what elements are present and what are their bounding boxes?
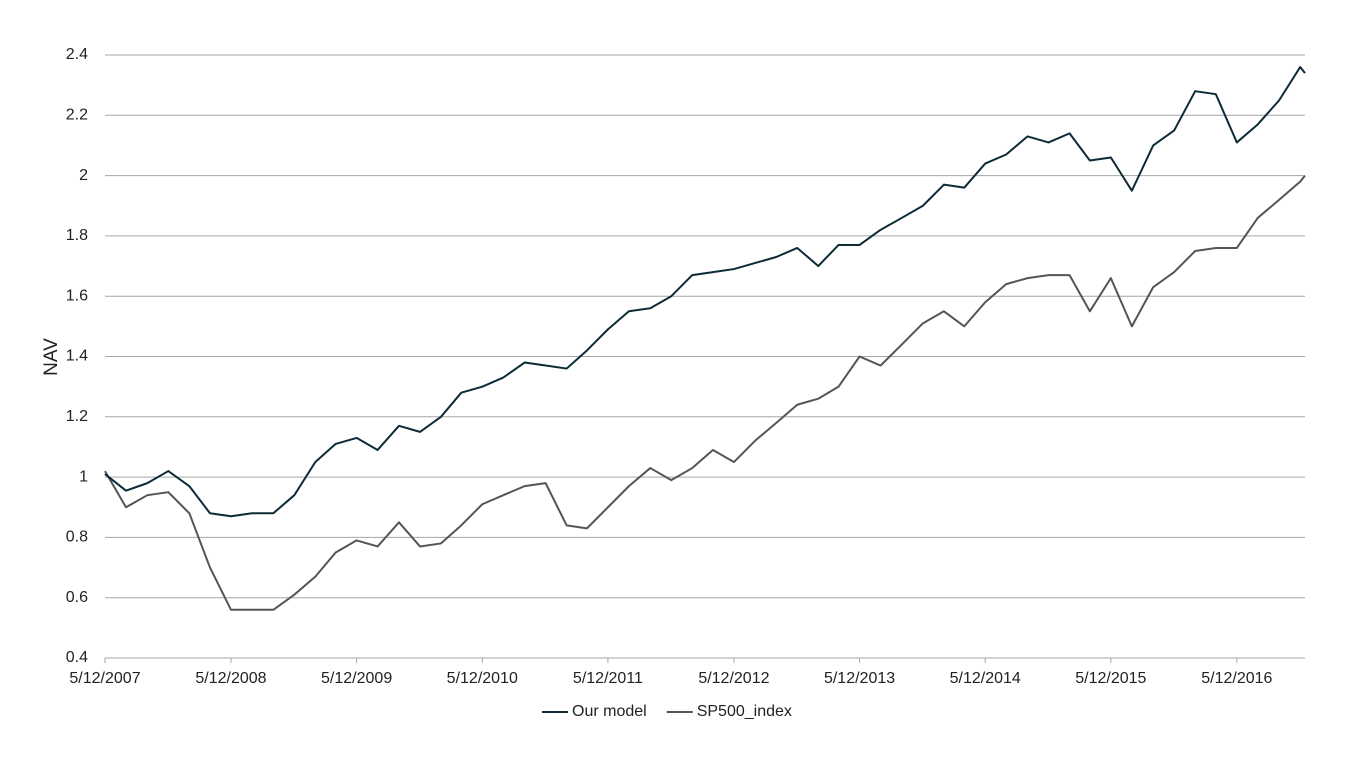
- x-tick-label: 5/12/2012: [698, 670, 769, 687]
- y-tick-label: 1.6: [66, 287, 88, 304]
- x-tick-label: 5/12/2013: [824, 670, 895, 687]
- y-tick-label: 2: [79, 167, 88, 184]
- legend-label: Our model: [572, 703, 647, 720]
- x-tick-label: 5/12/2011: [573, 670, 643, 687]
- x-tick-label: 5/12/2014: [950, 670, 1021, 687]
- x-tick-label: 5/12/2007: [69, 670, 140, 687]
- y-tick-label: 1: [79, 468, 88, 485]
- x-tick-label: 5/12/2015: [1075, 670, 1146, 687]
- y-tick-label: 0.4: [66, 649, 88, 666]
- x-tick-label: 5/12/2010: [447, 670, 518, 687]
- series-line: [104, 174, 1306, 611]
- x-tick-label: 5/12/2009: [321, 670, 392, 687]
- y-tick-label: 0.6: [66, 589, 88, 606]
- y-tick-label: 1.8: [66, 227, 88, 244]
- x-tick-label: 5/12/2008: [195, 670, 266, 687]
- y-tick-label: 0.8: [66, 529, 88, 546]
- y-axis-title: NAV: [41, 338, 62, 376]
- y-tick-label: 2.4: [66, 46, 88, 63]
- y-tick-label: 1.2: [66, 408, 88, 425]
- x-tick-label: 5/12/2016: [1201, 670, 1272, 687]
- y-tick-label: 2.2: [66, 107, 88, 124]
- legend-label: SP500_index: [697, 703, 792, 720]
- series-line: [104, 66, 1306, 518]
- y-tick-label: 1.4: [66, 348, 88, 365]
